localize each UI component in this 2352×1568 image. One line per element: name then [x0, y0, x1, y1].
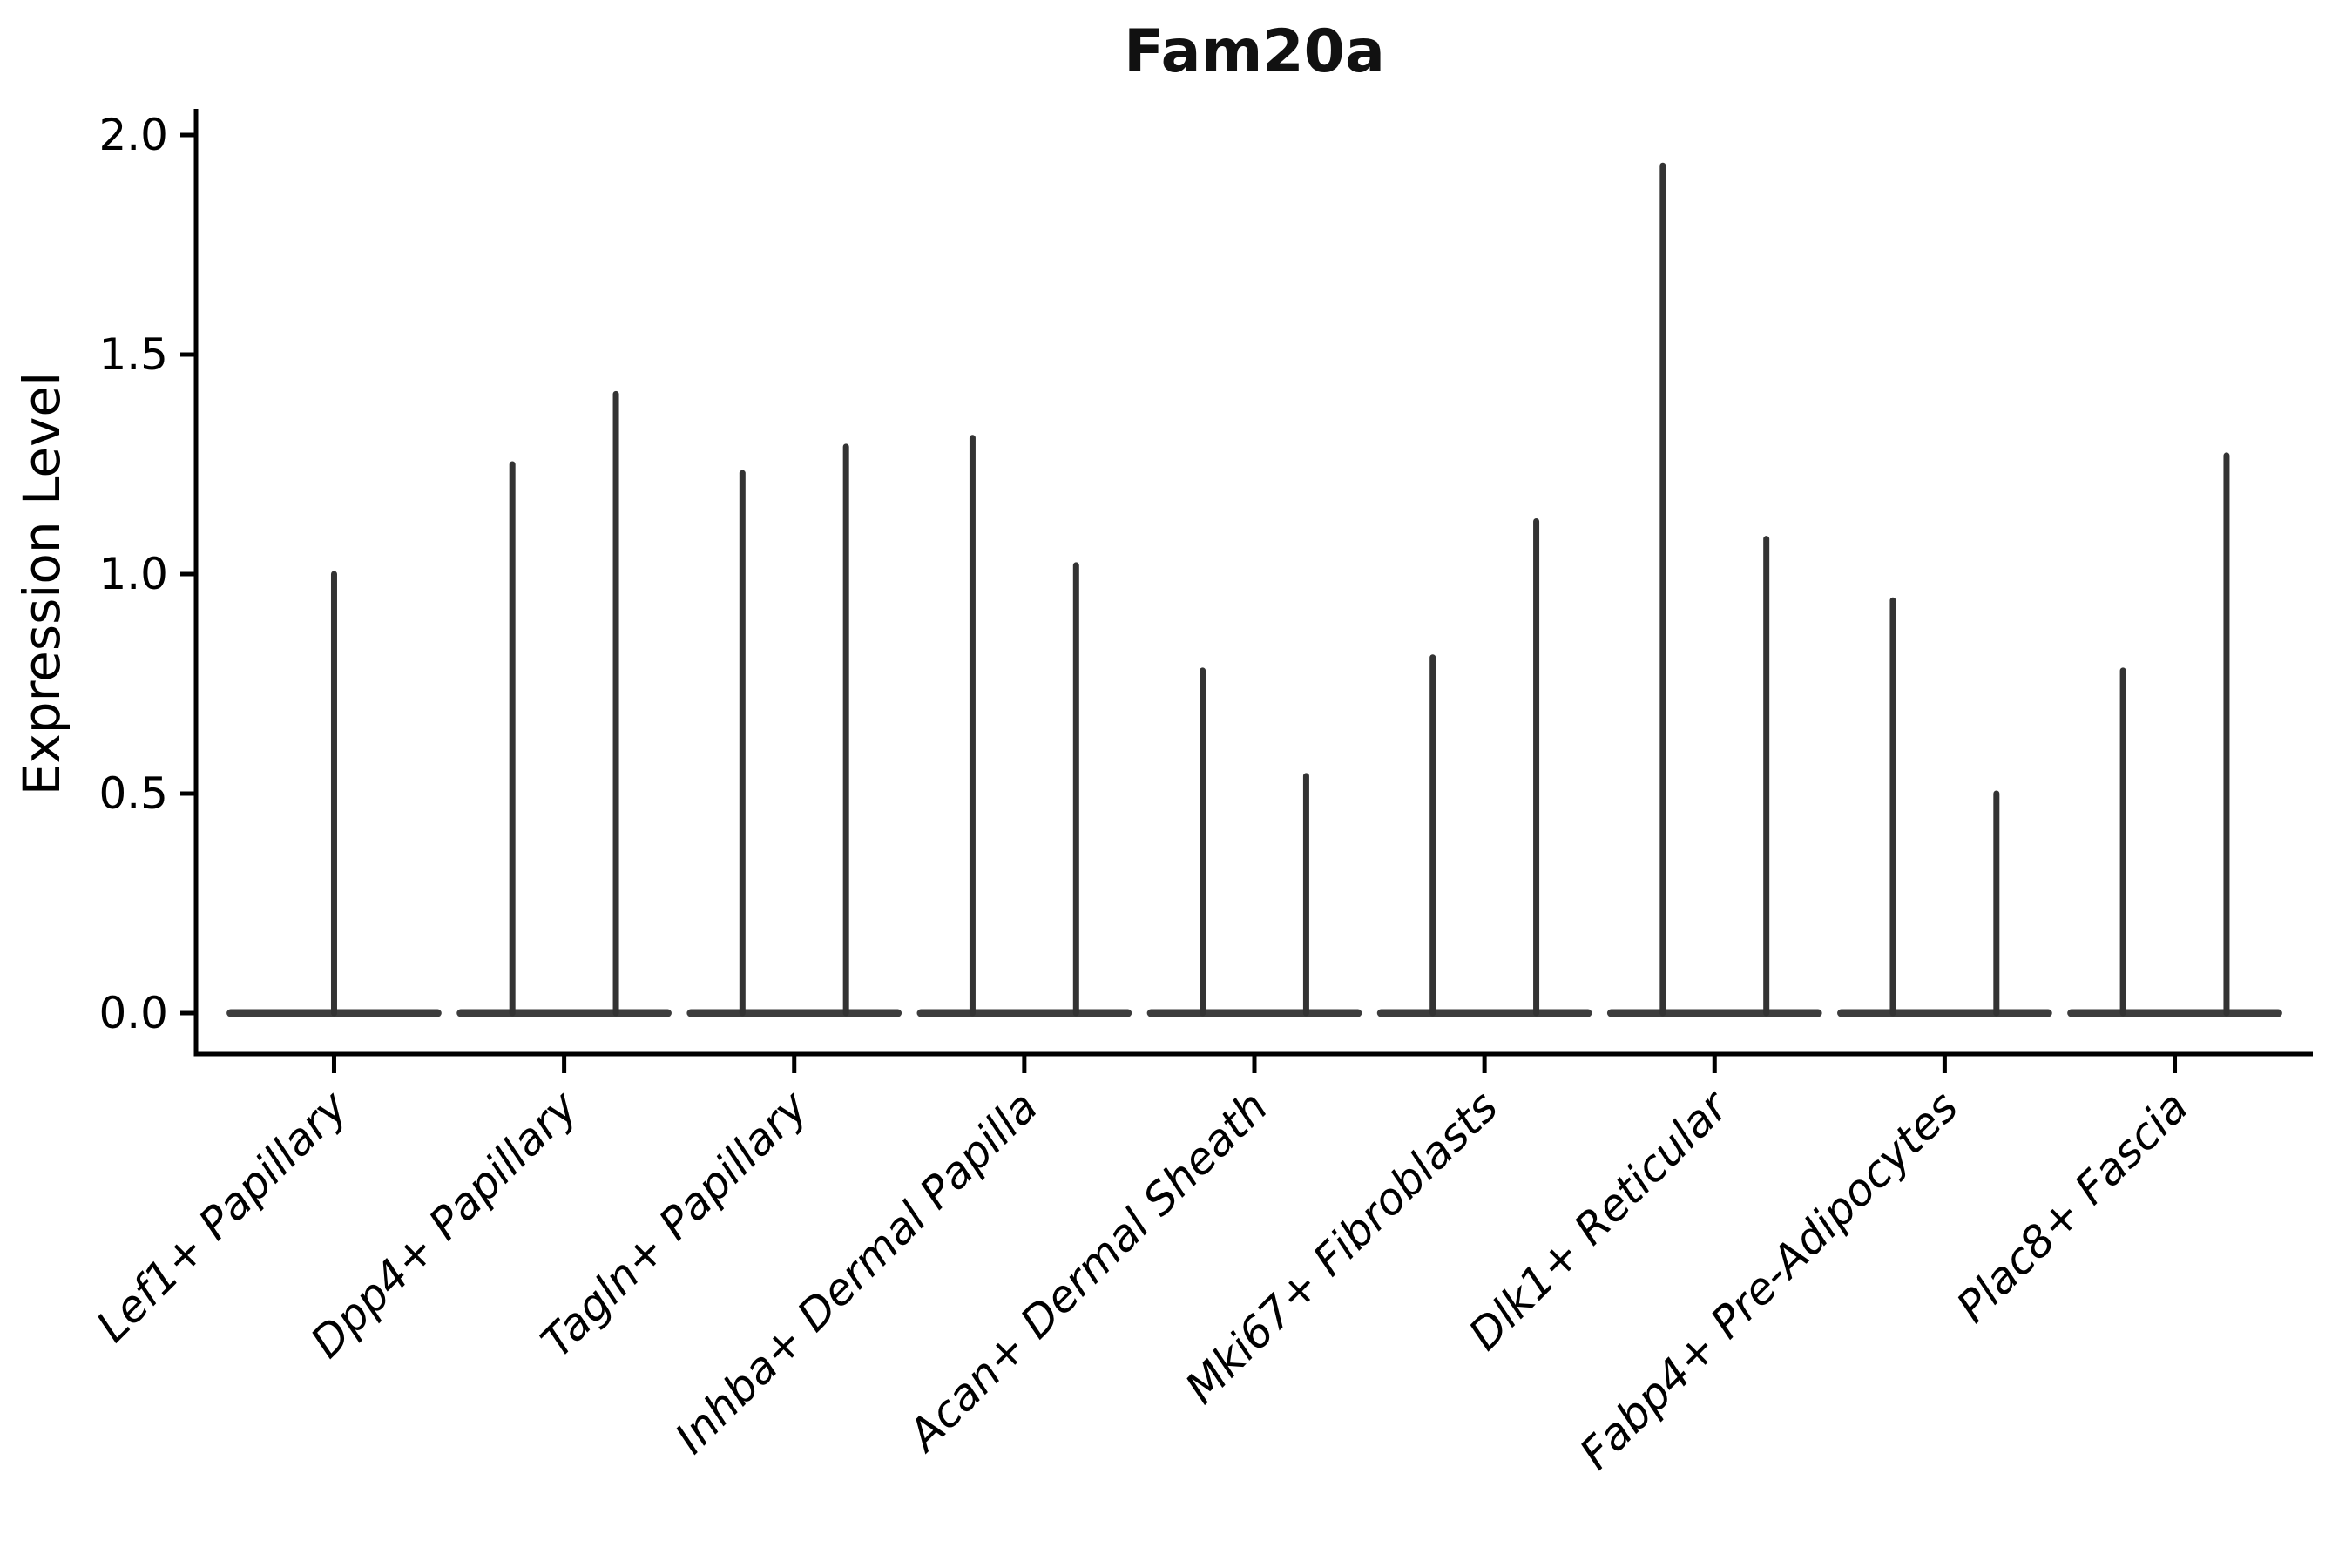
y-tick-label: 1.5	[98, 329, 168, 380]
y-axis-label: Expression Level	[12, 372, 71, 795]
x-tick-label: Fabp4+ Pre-Adipocytes	[1570, 1081, 1968, 1479]
violin-layer	[226, 162, 2282, 1017]
violin-7	[1606, 162, 1822, 1017]
violin-6	[1376, 518, 1592, 1017]
y-tick-label: 1.0	[98, 549, 168, 599]
violin-8	[1837, 597, 2052, 1017]
x-tick-label: Plac8+ Fascia	[1947, 1081, 2198, 1332]
violin-3	[686, 443, 902, 1017]
y-tick-label: 0.5	[98, 768, 168, 819]
y-tick-label: 2.0	[98, 110, 168, 160]
x-tick-label: Lef1+ Papillary	[87, 1080, 358, 1351]
violin-9	[2067, 452, 2282, 1017]
violin-5	[1146, 667, 1362, 1017]
chart-title: Fam20a	[1124, 17, 1385, 86]
x-tick-label: Inhba+ Dermal Papilla	[666, 1081, 1047, 1463]
y-tick-label: 0.0	[98, 988, 168, 1038]
violin-2	[456, 390, 672, 1017]
violin-4	[916, 435, 1132, 1017]
violin-1	[226, 571, 442, 1017]
